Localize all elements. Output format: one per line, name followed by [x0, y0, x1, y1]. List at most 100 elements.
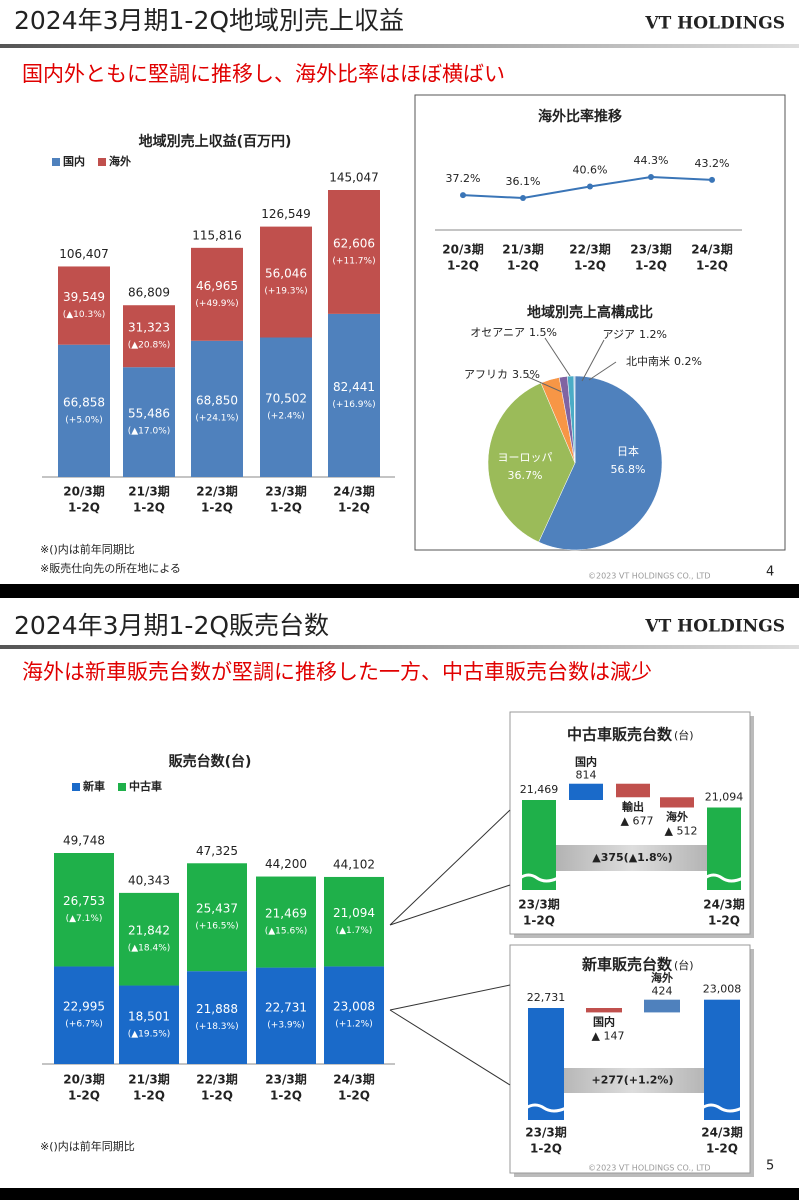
- bar-segment: [328, 190, 380, 314]
- value-label: 82,441: [333, 380, 375, 394]
- slice-label: 北中南米: [626, 355, 670, 368]
- value-label: 46,965: [196, 279, 238, 293]
- value-label: 56,046: [265, 267, 307, 281]
- chart-title: 新車販売台数: [582, 956, 673, 974]
- note: ※()内は前年同期比: [40, 1139, 135, 1153]
- legend-swatch: [118, 783, 126, 791]
- value-label: 21,094: [333, 906, 375, 920]
- chart-title: 地域別売上収益(百万円): [139, 133, 292, 150]
- total-label: 40,343: [128, 873, 170, 887]
- callout-line: [389, 809, 511, 926]
- bar-segment: [58, 266, 110, 345]
- change-label: (+1.2%): [335, 1020, 372, 1030]
- slice-value: 0.2%: [674, 355, 702, 368]
- callout-line: [389, 984, 511, 1086]
- change-label: (+11.7%): [332, 256, 375, 266]
- slice-value: 1.2%: [639, 328, 667, 341]
- page-number: 5: [766, 1159, 774, 1174]
- total-label: 44,102: [333, 857, 375, 871]
- x-tick-label: 1-2Q: [523, 914, 555, 928]
- value-label: 70,502: [265, 392, 307, 406]
- x-tick-label: 21/3期: [502, 242, 543, 257]
- note: ※販売仕向先の所在地による: [40, 561, 181, 575]
- x-tick-label: 輸出: [622, 799, 644, 813]
- legend-label: 国内: [63, 154, 85, 168]
- x-tick-label: 1-2Q: [338, 501, 370, 515]
- value-label: 26,753: [63, 894, 105, 908]
- x-tick-label: 20/3期: [442, 242, 483, 257]
- bar-segment: [191, 247, 243, 341]
- copyright: ©2023 VT HOLDINGS CO., LTD: [588, 572, 711, 581]
- value-label: 21,888: [196, 1002, 238, 1016]
- change-label: (+2.4%): [267, 412, 304, 422]
- total-label: 47,325: [196, 844, 238, 858]
- delta-bar: [660, 797, 694, 808]
- change-label: (+16.9%): [332, 400, 375, 410]
- change-summary: ▲375(▲1.8%): [592, 851, 672, 864]
- x-tick-label: 1-2Q: [507, 259, 539, 273]
- x-tick-label: 23/3期: [630, 242, 671, 257]
- bar-segment: [119, 892, 179, 986]
- value-label: 66,858: [63, 395, 105, 409]
- x-tick-label: 23/3期: [265, 484, 306, 499]
- slice-label: アジア: [602, 328, 635, 341]
- x-tick-label: 22/3期: [569, 242, 610, 257]
- value-label: ▲ 512: [665, 825, 698, 838]
- total-label: 126,549: [261, 207, 311, 221]
- change-label: (+19.3%): [264, 287, 307, 297]
- change-label: (+5.0%): [65, 415, 102, 425]
- slice-value: 56.8%: [611, 463, 646, 476]
- chart-unit: (台): [674, 958, 694, 972]
- x-tick-label: 1-2Q: [133, 1089, 165, 1103]
- value-label: 44.3%: [634, 154, 669, 167]
- x-tick-label: 24/3期: [333, 484, 374, 499]
- x-tick-label: 1-2Q: [708, 914, 740, 928]
- headline: 国内外ともに堅調に推移し、海外比率はほぼ横ばい: [22, 62, 505, 86]
- total-label: 86,809: [128, 286, 170, 300]
- value-label: 22,995: [63, 1000, 105, 1014]
- pie-slice: [573, 375, 576, 464]
- legend-swatch: [72, 783, 80, 791]
- bar-segment: [256, 967, 316, 1064]
- value-label: 424: [652, 985, 673, 998]
- x-tick-label: 1-2Q: [270, 1089, 302, 1103]
- total-label: 115,816: [192, 228, 242, 242]
- brand: VT HOLDINGS: [644, 617, 785, 637]
- x-tick-label: 24/3期: [703, 897, 744, 912]
- bar-segment: [54, 853, 114, 967]
- value-label: 40.6%: [573, 163, 608, 176]
- total-label: 145,047: [329, 171, 379, 185]
- value-label: 43.2%: [695, 157, 730, 170]
- x-tick-label: 20/3期: [63, 484, 104, 499]
- change-label: (▲15.6%): [265, 927, 308, 937]
- x-tick-label: 24/3期: [691, 242, 732, 257]
- leader-line: [581, 339, 605, 382]
- bar-segment: [256, 876, 316, 968]
- x-tick-label: 24/3期: [701, 1125, 742, 1140]
- legend-swatch: [52, 158, 60, 166]
- value-label: 39,549: [63, 290, 105, 304]
- point: [520, 195, 526, 201]
- slice-label: ヨーロッパ: [498, 451, 553, 464]
- bar-segment: [123, 305, 175, 368]
- value-label: 21,842: [128, 924, 170, 938]
- leader-line: [588, 361, 617, 381]
- x-tick-label: 海外: [651, 971, 673, 985]
- change-label: (+24.1%): [195, 413, 238, 423]
- value-label: 23,008: [333, 1000, 375, 1014]
- x-tick-label: 24/3期: [333, 1072, 374, 1087]
- chart-title: 販売台数(台): [169, 753, 252, 770]
- value-label: 23,008: [703, 983, 742, 996]
- slice-value: 36.7%: [508, 469, 543, 482]
- chart-title: 地域別売上高構成比: [527, 304, 653, 321]
- value-label: 68,850: [196, 393, 238, 407]
- change-label: (+16.5%): [195, 922, 238, 932]
- x-tick-label: 1-2Q: [530, 1142, 562, 1156]
- x-tick-label: 1-2Q: [68, 501, 100, 515]
- pie-slice: [538, 375, 663, 551]
- axis-break: [519, 873, 559, 883]
- title-rule: [0, 44, 799, 48]
- pie-slice: [487, 382, 576, 543]
- total-bar: [528, 1008, 564, 1120]
